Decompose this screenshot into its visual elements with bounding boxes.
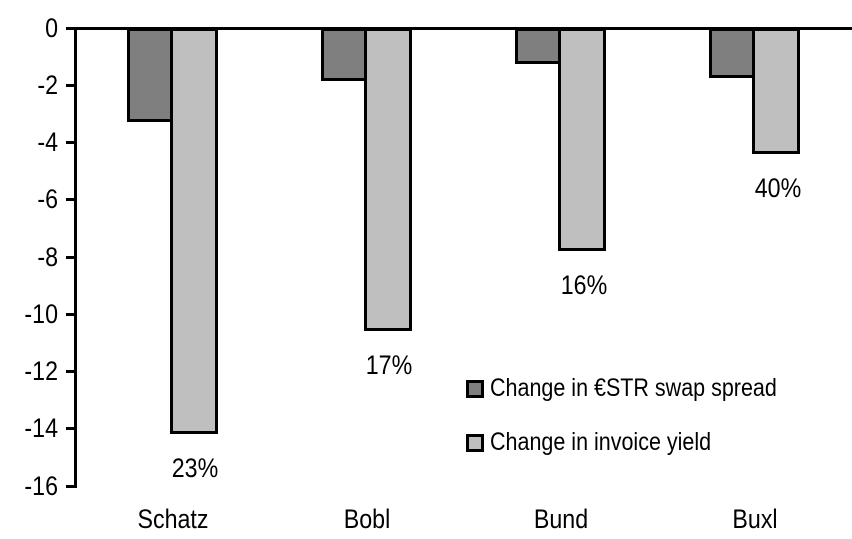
y-axis-tick [66,141,75,144]
bar-invoice-yield-bund [557,28,607,252]
bar-swap-spread-bobl [321,28,367,81]
y-axis-tick [66,484,75,488]
y-axis-tick [66,83,75,87]
x-axis-line [74,27,852,30]
y-axis-tick [66,370,75,373]
bar-invoice-yield-bobl [363,28,413,332]
data-label-schatz: 23% [172,453,219,484]
y-axis-tick [66,255,75,259]
y-axis-tick [66,198,75,202]
bar-swap-spread-schatz [127,28,173,123]
y-axis-tick-label: -2 [37,69,58,100]
y-axis-tick-label: -4 [37,127,58,157]
bar-swap-spread-bund [515,28,561,64]
x-axis-label-schatz: Schatz [137,504,209,534]
legend-item-invoice-yield: Change in invoice yield [466,430,747,455]
legend-label-invoice-yield: Change in invoice yield [490,428,712,456]
x-axis-label-bobl: Bobl [343,504,390,534]
y-axis-tick-label: -12 [24,356,58,386]
y-axis-tick [66,26,75,30]
bar-invoice-yield-schatz [169,28,219,435]
legend-swatch-light [466,433,484,452]
data-label-buxl: 40% [754,172,801,203]
y-axis-tick-label: -8 [37,241,58,272]
bar-swap-spread-buxl [709,28,755,79]
legend-item-swap-spread: Change in €STR swap spread [466,376,824,401]
y-axis-tick-label: -16 [24,470,58,501]
y-axis-line [74,27,77,488]
legend-swatch-dark [466,379,484,398]
y-axis-tick-label: -10 [24,298,58,329]
data-label-bobl: 17% [366,350,413,381]
y-axis-tick [66,312,75,316]
y-axis-tick-label: -14 [24,413,58,444]
y-axis-tick-label: -6 [37,184,58,215]
y-axis-tick-label: 0 [45,12,58,43]
data-label-bund: 16% [560,270,607,301]
x-axis-label-bund: Bund [533,504,588,534]
x-axis-label-buxl: Buxl [732,504,778,534]
bar-invoice-yield-buxl [751,28,801,154]
legend-label-swap-spread: Change in €STR swap spread [490,374,777,402]
y-axis-tick [66,427,75,431]
